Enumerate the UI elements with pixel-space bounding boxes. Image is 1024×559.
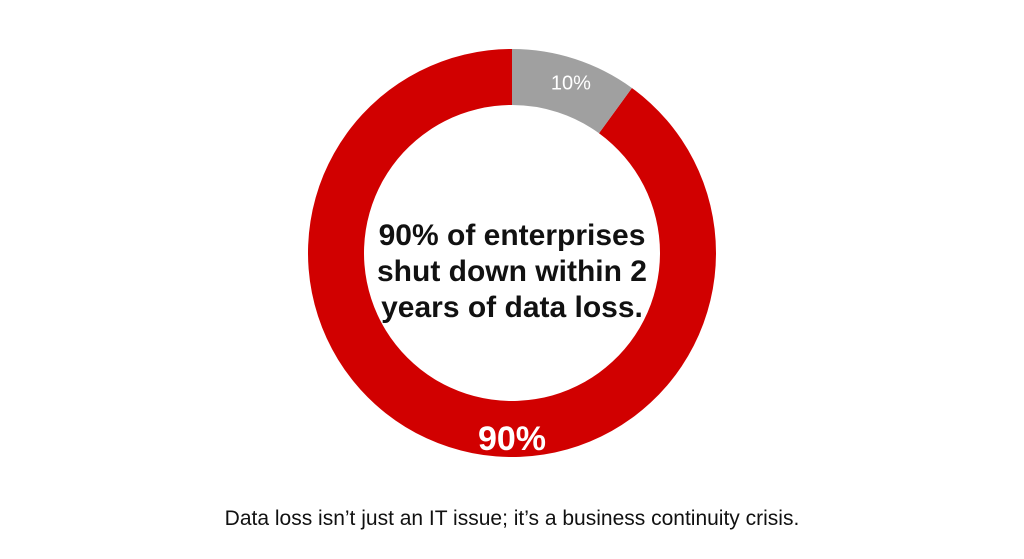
- slices-layer: [308, 49, 716, 457]
- chart-caption: Data loss isn’t just an IT issue; it’s a…: [224, 507, 800, 530]
- slice-label-10: 10%: [551, 72, 591, 94]
- center-text-line-1: 90% of enterprises: [378, 219, 646, 252]
- center-text: 90% of enterprises shut down within 2 ye…: [362, 218, 662, 326]
- slice-10: [512, 49, 632, 134]
- slice-label-90: 90%: [478, 420, 546, 458]
- center-text-line-3: years of data loss.: [381, 291, 643, 324]
- center-text-line-2: shut down within 2: [377, 255, 647, 288]
- slice-labels-layer: 90% 10%: [478, 72, 591, 458]
